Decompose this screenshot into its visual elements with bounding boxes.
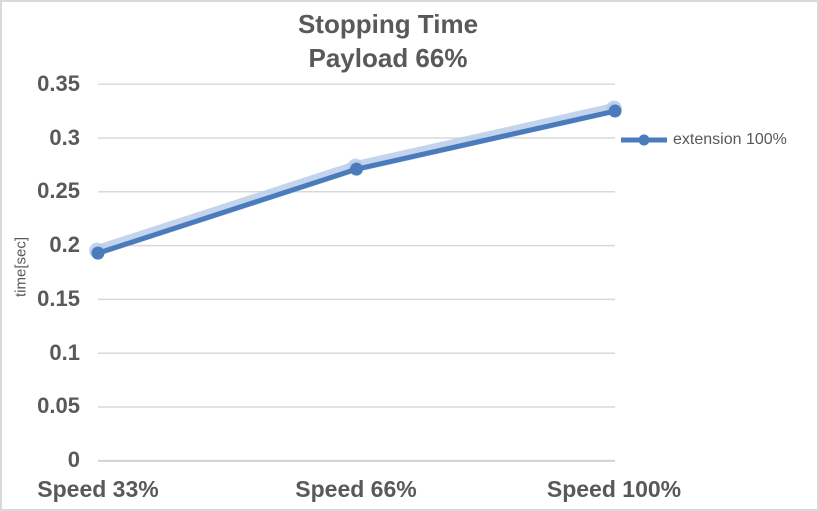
chart-title-line-1: Stopping Time bbox=[297, 9, 479, 39]
legend-line-marker-icon bbox=[621, 134, 667, 146]
legend: extension 100% bbox=[620, 127, 787, 153]
plot-area bbox=[88, 83, 623, 462]
x-axis-label: Speed 66% bbox=[295, 476, 417, 502]
y-tick-label: 0.25 bbox=[37, 178, 80, 204]
y-tick-label: 0.2 bbox=[49, 232, 80, 258]
chart-title: Stopping Time Payload 66% bbox=[2, 7, 774, 75]
x-axis-label: Speed 100% bbox=[546, 476, 682, 502]
y-axis-tick-labels: 0 0.05 0.1 0.15 0.2 0.25 0.3 0.35 bbox=[2, 2, 80, 509]
y-tick-label: 0.35 bbox=[37, 71, 80, 96]
chart-title-line-2: Payload 66% bbox=[308, 43, 468, 73]
y-tick-label: 0.1 bbox=[49, 339, 80, 365]
data-point-marker bbox=[91, 246, 105, 260]
y-tick-label: 0.15 bbox=[37, 285, 80, 311]
y-tick-label: 0.05 bbox=[37, 393, 80, 419]
series-line bbox=[95, 108, 618, 256]
y-tick-label: 0 bbox=[67, 447, 80, 472]
y-tick-label: 0.3 bbox=[49, 124, 80, 150]
data-point-marker bbox=[608, 104, 622, 118]
legend-series-label: extension 100% bbox=[673, 131, 787, 148]
data-point-marker bbox=[349, 162, 364, 176]
